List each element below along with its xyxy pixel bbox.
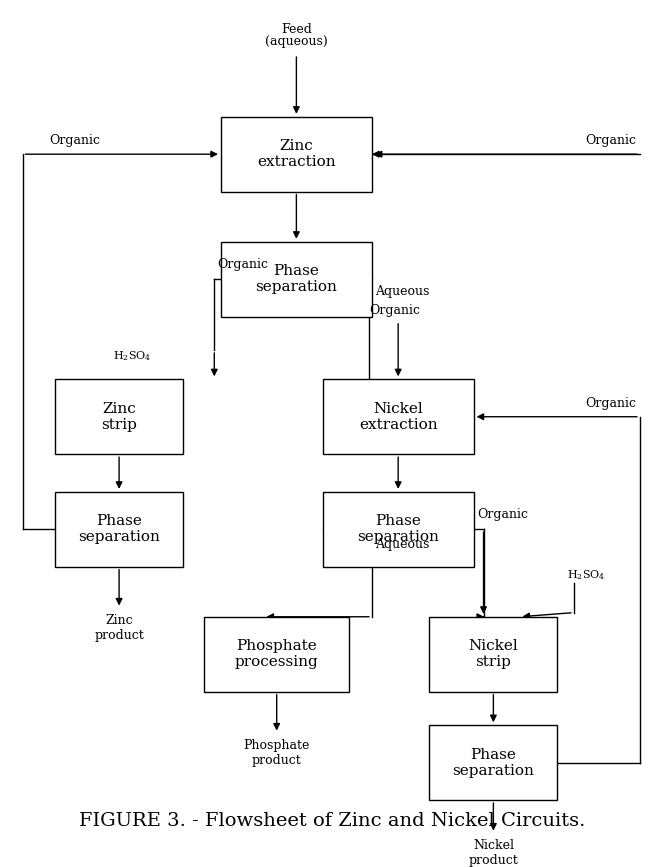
FancyBboxPatch shape	[323, 492, 473, 567]
FancyBboxPatch shape	[221, 117, 372, 192]
Text: Zinc
extraction: Zinc extraction	[257, 139, 336, 169]
Text: Organic: Organic	[477, 508, 528, 521]
Text: Zinc
strip: Zinc strip	[101, 401, 137, 432]
Text: $\mathregular{H_2SO_4}$: $\mathregular{H_2SO_4}$	[112, 349, 151, 362]
Text: Phosphate
processing: Phosphate processing	[235, 639, 319, 669]
Text: Organic: Organic	[586, 397, 636, 410]
FancyBboxPatch shape	[430, 616, 557, 692]
FancyBboxPatch shape	[55, 492, 183, 567]
Text: Phase
separation: Phase separation	[357, 514, 439, 544]
Text: Phase
separation: Phase separation	[78, 514, 160, 544]
Text: Aqueous: Aqueous	[375, 285, 430, 298]
Text: Zinc: Zinc	[105, 615, 133, 628]
Text: Feed: Feed	[281, 23, 312, 36]
Text: Nickel: Nickel	[473, 839, 514, 852]
Text: Phase
separation: Phase separation	[452, 747, 534, 778]
Text: product: product	[469, 855, 518, 867]
Text: product: product	[94, 629, 144, 642]
Text: FIGURE 3. - Flowsheet of Zinc and Nickel Circuits.: FIGURE 3. - Flowsheet of Zinc and Nickel…	[79, 812, 586, 830]
Text: Organic: Organic	[586, 134, 636, 147]
Text: Nickel
extraction: Nickel extraction	[359, 401, 438, 432]
FancyBboxPatch shape	[430, 725, 557, 800]
Text: (aqueous): (aqueous)	[265, 36, 328, 49]
Text: Organic: Organic	[49, 134, 100, 147]
Text: $\mathregular{H_2SO_4}$: $\mathregular{H_2SO_4}$	[567, 568, 606, 582]
FancyBboxPatch shape	[221, 242, 372, 316]
Text: Phase
separation: Phase separation	[255, 264, 337, 294]
FancyBboxPatch shape	[204, 616, 349, 692]
Text: product: product	[252, 754, 301, 767]
Text: Organic: Organic	[369, 304, 420, 317]
Text: Organic: Organic	[217, 257, 269, 271]
Text: Aqueous: Aqueous	[375, 538, 430, 551]
Text: Nickel
strip: Nickel strip	[469, 639, 518, 669]
FancyBboxPatch shape	[323, 379, 473, 454]
FancyBboxPatch shape	[55, 379, 183, 454]
Text: Phosphate: Phosphate	[243, 740, 310, 753]
